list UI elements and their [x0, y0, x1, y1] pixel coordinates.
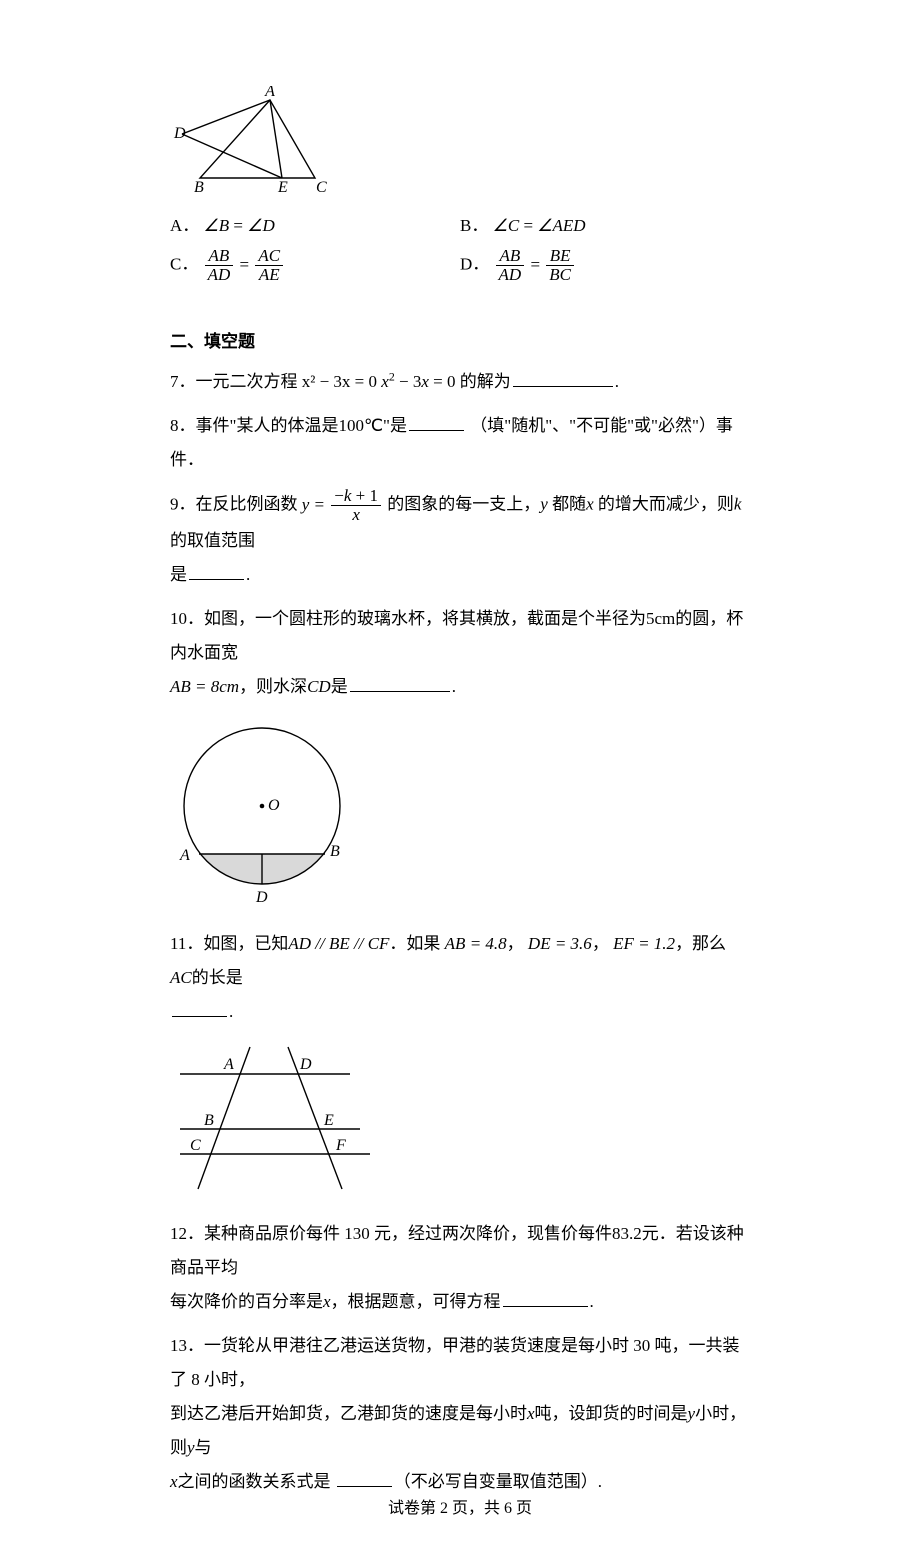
label-E: E [277, 179, 288, 194]
blank-10 [350, 674, 450, 692]
label-pC: C [190, 1137, 201, 1154]
option-D-label: D． [460, 255, 489, 274]
parallel-figure: A D B E C F [170, 1039, 750, 1207]
question-11: 11．如图，已知AD // BE // CF．如果 AB = 4.8， DE =… [170, 927, 750, 1029]
label-pF: F [335, 1137, 346, 1154]
option-B-label: B． [460, 216, 488, 235]
label-O: O [268, 797, 280, 814]
label-pA: A [223, 1056, 234, 1073]
blank-12 [503, 1289, 588, 1307]
triangle-figure: A D B E C [170, 86, 750, 202]
label-pE: E [323, 1112, 334, 1129]
label-cB: B [330, 843, 340, 860]
option-A: A． ∠B = ∠D [170, 212, 460, 239]
label-D: D [173, 125, 186, 142]
option-A-label: A． [170, 216, 199, 235]
blank-7 [513, 369, 613, 387]
blank-11 [172, 999, 227, 1017]
question-13: 13．一货轮从甲港往乙港运送货物，甲港的装货速度是每小时 30 吨，一共装了 8… [170, 1329, 750, 1499]
label-A: A [264, 86, 275, 100]
label-pD: D [299, 1056, 312, 1073]
option-B: B． ∠C = ∠AED [460, 212, 750, 239]
label-cA: A [179, 847, 190, 864]
question-12: 12．某种商品原价每件 130 元，经过两次降价，现售价每件83.2元．若设该种… [170, 1217, 750, 1319]
blank-13 [337, 1469, 392, 1487]
blank-9 [189, 562, 244, 580]
label-C: C [316, 179, 327, 194]
option-C-label: C． [170, 255, 198, 274]
label-B: B [194, 179, 204, 194]
question-8: 8．事件"某人的体温是100℃"是 （填"随机"、"不可能"或"必然"）事件． [170, 409, 750, 477]
question-7: 7．一元二次方程 x² − 3x = 0 x2 − 3x = 0 的解为. [170, 365, 750, 399]
section-2-title: 二、填空题 [170, 328, 750, 355]
blank-8 [409, 413, 464, 431]
label-pB: B [204, 1112, 214, 1129]
page-footer: 试卷第 2 页，共 6 页 [0, 1496, 920, 1522]
question-10: 10．如图，一个圆柱形的玻璃水杯，将其横放，截面是个半径为5cm的圆，杯内水面宽… [170, 602, 750, 704]
option-C: C． ABAD = ACAE [170, 247, 460, 284]
label-cD: D [255, 889, 268, 906]
question-9: 9．在反比例函数 y = −k + 1x 的图象的每一支上，y 都随x 的增大而… [170, 487, 750, 592]
circle-figure: O A B D [170, 714, 750, 917]
option-D: D． ABAD = BEBC [460, 247, 750, 284]
